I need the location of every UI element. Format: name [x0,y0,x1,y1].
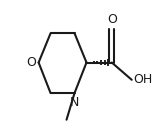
Text: O: O [26,56,36,69]
Text: N: N [70,96,79,109]
Text: O: O [107,13,117,26]
Text: OH: OH [134,73,153,86]
